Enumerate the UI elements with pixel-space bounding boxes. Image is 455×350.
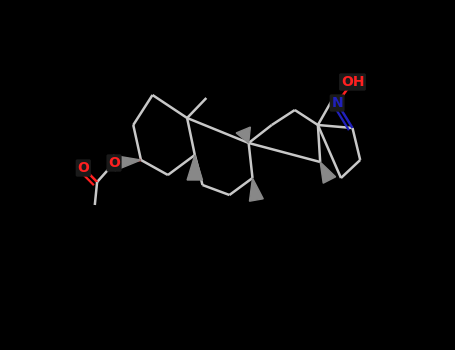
Polygon shape — [187, 155, 202, 180]
Text: OH: OH — [341, 75, 364, 89]
Polygon shape — [236, 127, 250, 143]
Text: N: N — [331, 96, 343, 110]
Polygon shape — [113, 155, 141, 171]
Polygon shape — [249, 178, 263, 201]
Text: O: O — [108, 156, 120, 170]
Polygon shape — [320, 162, 336, 183]
Text: O: O — [77, 161, 89, 175]
